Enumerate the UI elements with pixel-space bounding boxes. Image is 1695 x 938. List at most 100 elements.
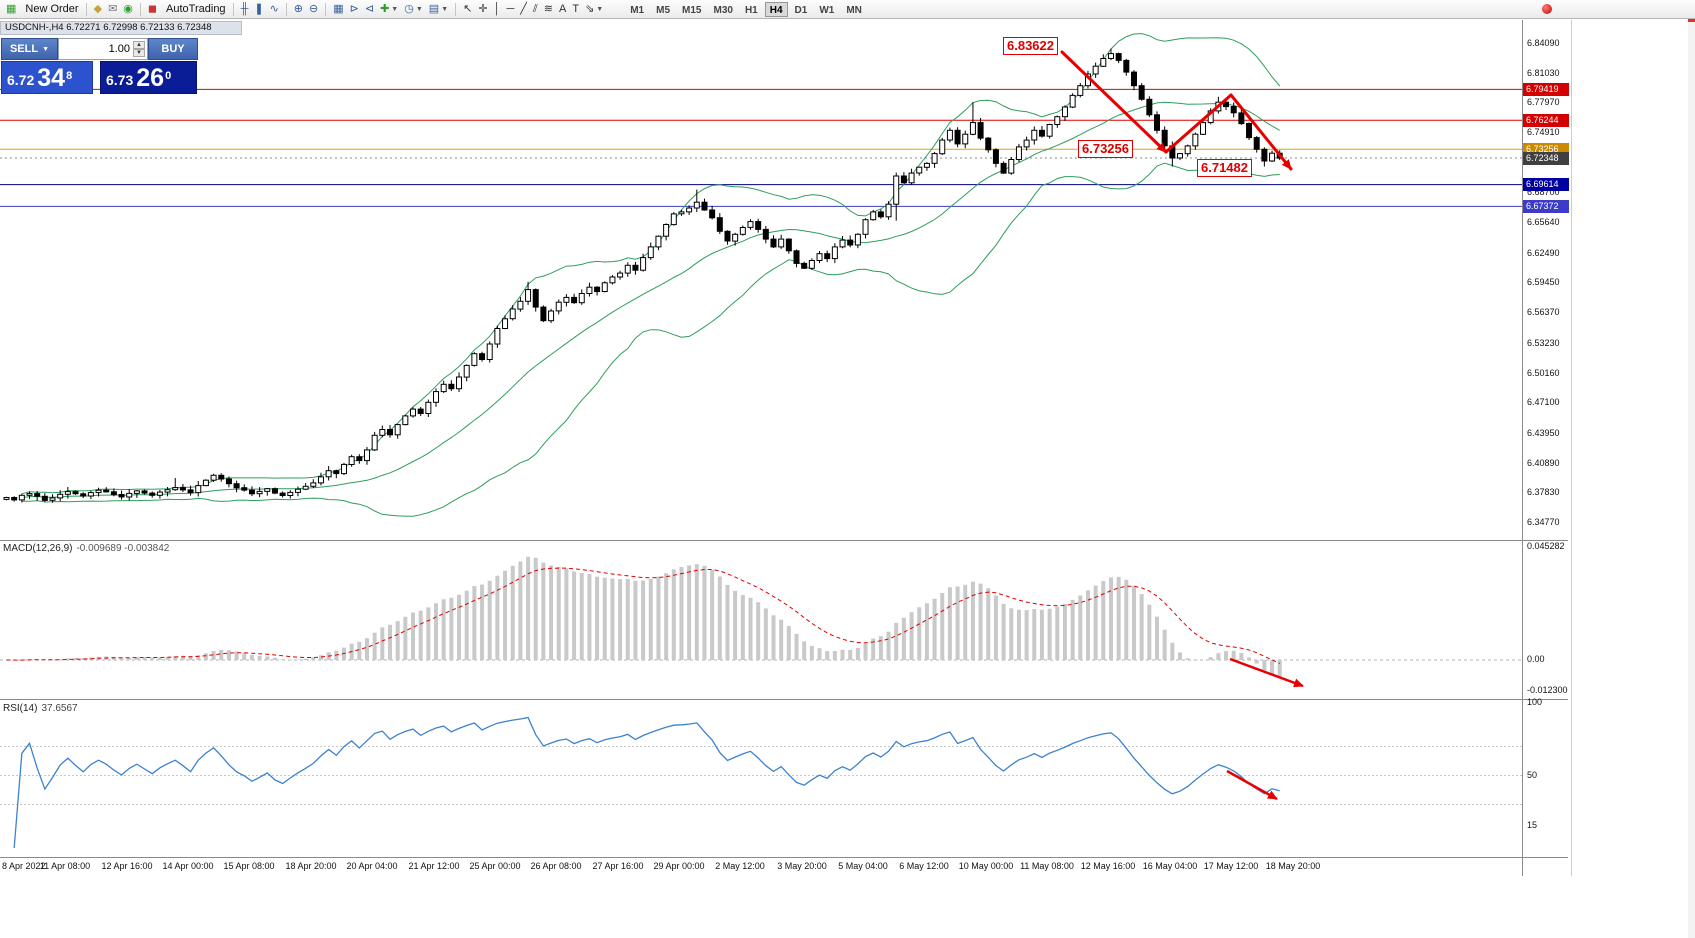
indicators-icon[interactable]: ✚ ▼ bbox=[377, 1, 401, 18]
periods-icon[interactable]: ◷ ▼ bbox=[401, 1, 426, 18]
sell-price-base: 6.72 bbox=[7, 72, 35, 88]
autotrading-label: AutoTrading bbox=[166, 3, 226, 15]
trendline-icon[interactable]: ╱ bbox=[517, 1, 530, 18]
toolbar-separator bbox=[455, 2, 457, 16]
toolbar-separator bbox=[85, 2, 87, 16]
timeframe-button-M15[interactable]: M15 bbox=[682, 4, 702, 16]
timeframe-button-M5[interactable]: M5 bbox=[656, 4, 671, 16]
text-icon[interactable]: A bbox=[556, 1, 569, 18]
volume-stepper[interactable]: ▲ ▼ bbox=[133, 41, 145, 57]
indicators-icon: ✚ bbox=[380, 2, 390, 15]
toolbar-separator bbox=[232, 2, 234, 16]
bar-chart-icon[interactable]: ╫ bbox=[238, 1, 252, 18]
candles-layer bbox=[3, 48, 1283, 503]
crosshair-icon: ✛ bbox=[478, 2, 488, 15]
auto-scroll-icon: ⊳ bbox=[349, 2, 359, 15]
templates-icon: ▤ bbox=[428, 2, 440, 15]
arrows-icon[interactable]: ⇘ ▼ bbox=[582, 1, 606, 18]
macd-histogram bbox=[12, 556, 1282, 679]
rsi-trend-arrow bbox=[1226, 769, 1278, 801]
tile-windows-icon: ▦ bbox=[333, 2, 344, 15]
mailbox-icon[interactable]: ✉ bbox=[105, 1, 120, 18]
price-annotation-mid[interactable]: 6.73256 bbox=[1078, 140, 1133, 158]
timeframe-button-H1[interactable]: H1 bbox=[744, 4, 758, 16]
sell-button[interactable]: SELL ▼ bbox=[1, 38, 58, 60]
zoom-out-icon[interactable]: ⊖ bbox=[306, 1, 321, 18]
trendline-icon: ╱ bbox=[520, 2, 527, 15]
macd-trend-arrow bbox=[1229, 657, 1304, 688]
depth-of-market-icon: ◆ bbox=[93, 2, 103, 15]
volume-up-icon[interactable]: ▲ bbox=[133, 41, 145, 49]
line-chart-icon[interactable]: ∿ bbox=[267, 1, 282, 18]
chevron-down-icon[interactable]: ▼ bbox=[441, 5, 449, 13]
horizontal-line-icon[interactable]: ─ bbox=[503, 1, 517, 18]
chart-shift-icon: ⊲ bbox=[364, 2, 375, 15]
volume-down-icon[interactable]: ▼ bbox=[133, 49, 145, 57]
sell-price-pips: 34 bbox=[37, 64, 66, 92]
sell-price-button[interactable]: 6.72 34 8 bbox=[1, 61, 93, 94]
chart-shift-icon[interactable]: ⊲ bbox=[362, 1, 377, 18]
news-icon: ◉ bbox=[123, 2, 133, 15]
horizontal-level-lines bbox=[0, 88, 1522, 207]
text-label-icon[interactable]: T bbox=[569, 1, 582, 18]
zoom-out-icon: ⊖ bbox=[309, 2, 319, 15]
right-edge-strip bbox=[1688, 0, 1695, 938]
record-indicator-icon bbox=[1542, 4, 1552, 14]
price-annotation-peak[interactable]: 6.83622 bbox=[1003, 37, 1058, 55]
buy-price-pips: 26 bbox=[136, 64, 165, 92]
depth-of-market-icon[interactable]: ◆ bbox=[91, 1, 105, 18]
arrows-icon: ⇘ bbox=[585, 2, 595, 15]
crosshair-icon[interactable]: ✛ bbox=[475, 1, 490, 18]
mailbox-icon: ✉ bbox=[108, 2, 118, 15]
chevron-down-icon[interactable]: ▼ bbox=[42, 45, 50, 53]
timeframe-button-H4[interactable]: H4 bbox=[764, 1, 788, 17]
sell-price-fraction: 8 bbox=[66, 70, 73, 82]
new-order-label: New Order bbox=[25, 3, 79, 15]
chevron-down-icon[interactable]: ▼ bbox=[391, 5, 399, 13]
volume-input[interactable]: 1.00 ▲ ▼ bbox=[58, 38, 148, 60]
tile-windows-icon[interactable]: ▦ bbox=[330, 1, 346, 18]
new-order-icon[interactable]: ▦ bbox=[3, 1, 19, 18]
channel-icon[interactable]: ⫽ bbox=[530, 1, 541, 18]
autotrading-icon[interactable]: ◼ bbox=[145, 1, 160, 18]
timeframe-button-M30[interactable]: M30 bbox=[713, 4, 733, 16]
rsi-indicator-label: RSI(14) 37.6567 bbox=[3, 703, 78, 714]
macd-indicator-label: MACD(12,26,9) -0.009689 -0.003842 bbox=[3, 543, 169, 554]
periods-icon: ◷ bbox=[404, 2, 414, 15]
fibonacci-icon[interactable]: ≋ bbox=[541, 1, 556, 18]
vertical-line-icon[interactable]: │ bbox=[491, 1, 504, 18]
horizontal-line-icon: ─ bbox=[506, 2, 515, 15]
zoom-in-icon: ⊕ bbox=[293, 2, 304, 15]
new-order-icon: ▦ bbox=[6, 2, 17, 15]
symbol-ohlc-bar: USDCNH-,H4 6.72271 6.72998 6.72133 6.723… bbox=[0, 21, 242, 35]
timeframe-button-MN[interactable]: MN bbox=[846, 4, 862, 16]
zoom-in-icon[interactable]: ⊕ bbox=[291, 1, 306, 18]
sell-button-label: SELL bbox=[9, 43, 39, 55]
news-icon[interactable]: ◉ bbox=[120, 1, 136, 18]
vertical-line-icon: │ bbox=[493, 2, 501, 15]
text-icon: A bbox=[558, 2, 567, 15]
macd-name: MACD(12,26,9) bbox=[3, 543, 73, 554]
bollinger-bands bbox=[21, 33, 1281, 517]
rsi-line bbox=[13, 716, 1280, 849]
trend-arrows bbox=[1060, 50, 1293, 171]
toolbar-separator bbox=[285, 2, 287, 16]
cursor-icon[interactable]: ↖ bbox=[460, 1, 475, 18]
toolbar-separator bbox=[325, 2, 327, 16]
fibonacci-icon: ≋ bbox=[543, 2, 553, 15]
auto-scroll-icon[interactable]: ⊳ bbox=[347, 1, 362, 18]
autotrading-icon: ◼ bbox=[147, 2, 158, 15]
buy-price-button[interactable]: 6.73 26 0 bbox=[100, 61, 197, 94]
timeframe-button-D1[interactable]: D1 bbox=[794, 4, 808, 16]
chevron-down-icon[interactable]: ▼ bbox=[596, 5, 604, 13]
timeframe-toolbar: M1 M5 M15 M30 H1 H4 D1 W1 MN bbox=[624, 1, 868, 17]
buy-button[interactable]: BUY bbox=[148, 38, 198, 60]
candlestick-chart-icon[interactable]: ❚ bbox=[251, 1, 266, 18]
templates-icon[interactable]: ▤ ▼ bbox=[426, 1, 451, 18]
macd-signal-line bbox=[6, 567, 1280, 664]
timeframe-button-W1[interactable]: W1 bbox=[819, 4, 835, 16]
chevron-down-icon[interactable]: ▼ bbox=[415, 5, 423, 13]
timeframe-button-M1[interactable]: M1 bbox=[630, 4, 645, 16]
price-annotation-low[interactable]: 6.71482 bbox=[1197, 159, 1252, 177]
